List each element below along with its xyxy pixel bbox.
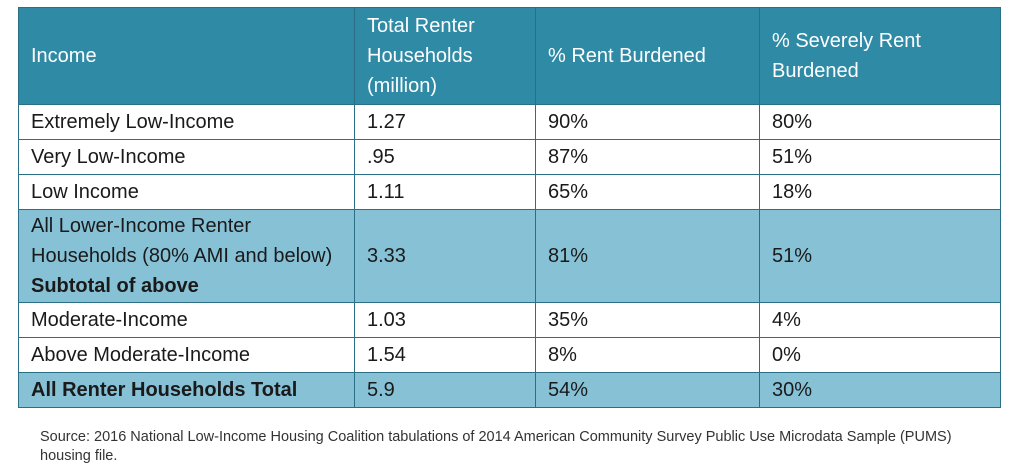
cell-total: 1.54 (354, 337, 536, 373)
cell-total: 1.11 (354, 174, 536, 210)
cell-severe: 18% (759, 174, 1001, 210)
cell-burdened: 90% (535, 104, 760, 140)
subtotal-label: All Lower-Income Renter Households (80% … (31, 215, 333, 267)
header-rent-burdened: % Rent Burdened (535, 7, 760, 105)
cell-burdened: 81% (535, 209, 760, 303)
table-row: Above Moderate-Income 1.54 8% 0% (18, 337, 1001, 373)
cell-income: Low Income (18, 174, 355, 210)
cell-income: All Renter Households Total (18, 372, 355, 408)
header-severely-rent-burdened: % Severely Rent Burdened (759, 7, 1001, 105)
cell-income: Extremely Low-Income (18, 104, 355, 140)
cell-burdened: 54% (535, 372, 760, 408)
renter-households-table: Income Total Renter Households (million)… (18, 7, 1001, 408)
cell-burdened: 35% (535, 302, 760, 338)
cell-total: 5.9 (354, 372, 536, 408)
header-income: Income (18, 7, 355, 105)
subtotal-row: All Lower-Income Renter Households (80% … (18, 209, 1001, 303)
cell-total: 1.03 (354, 302, 536, 338)
table-container: Income Total Renter Households (million)… (18, 7, 1001, 408)
cell-burdened: 8% (535, 337, 760, 373)
cell-burdened: 65% (535, 174, 760, 210)
cell-severe: 51% (759, 139, 1001, 175)
cell-severe: 0% (759, 337, 1001, 373)
table-row: Moderate-Income 1.03 35% 4% (18, 302, 1001, 338)
cell-income: Very Low-Income (18, 139, 355, 175)
cell-total: .95 (354, 139, 536, 175)
cell-severe: 51% (759, 209, 1001, 303)
header-row: Income Total Renter Households (million)… (18, 7, 1001, 105)
cell-income: All Lower-Income Renter Households (80% … (18, 209, 355, 303)
table-row: Extremely Low-Income 1.27 90% 80% (18, 104, 1001, 140)
cell-severe: 80% (759, 104, 1001, 140)
cell-severe: 30% (759, 372, 1001, 408)
cell-income: Above Moderate-Income (18, 337, 355, 373)
table-row: Low Income 1.11 65% 18% (18, 174, 1001, 210)
header-total-renter-households: Total Renter Households (million) (354, 7, 536, 105)
subtotal-suffix: Subtotal of above (31, 275, 199, 297)
table-row: Very Low-Income .95 87% 51% (18, 139, 1001, 175)
cell-total: 1.27 (354, 104, 536, 140)
cell-income: Moderate-Income (18, 302, 355, 338)
source-note: Source: 2016 National Low-Income Housing… (40, 429, 952, 464)
total-row: All Renter Households Total 5.9 54% 30% (18, 372, 1001, 408)
cell-severe: 4% (759, 302, 1001, 338)
cell-total: 3.33 (354, 209, 536, 303)
cell-burdened: 87% (535, 139, 760, 175)
